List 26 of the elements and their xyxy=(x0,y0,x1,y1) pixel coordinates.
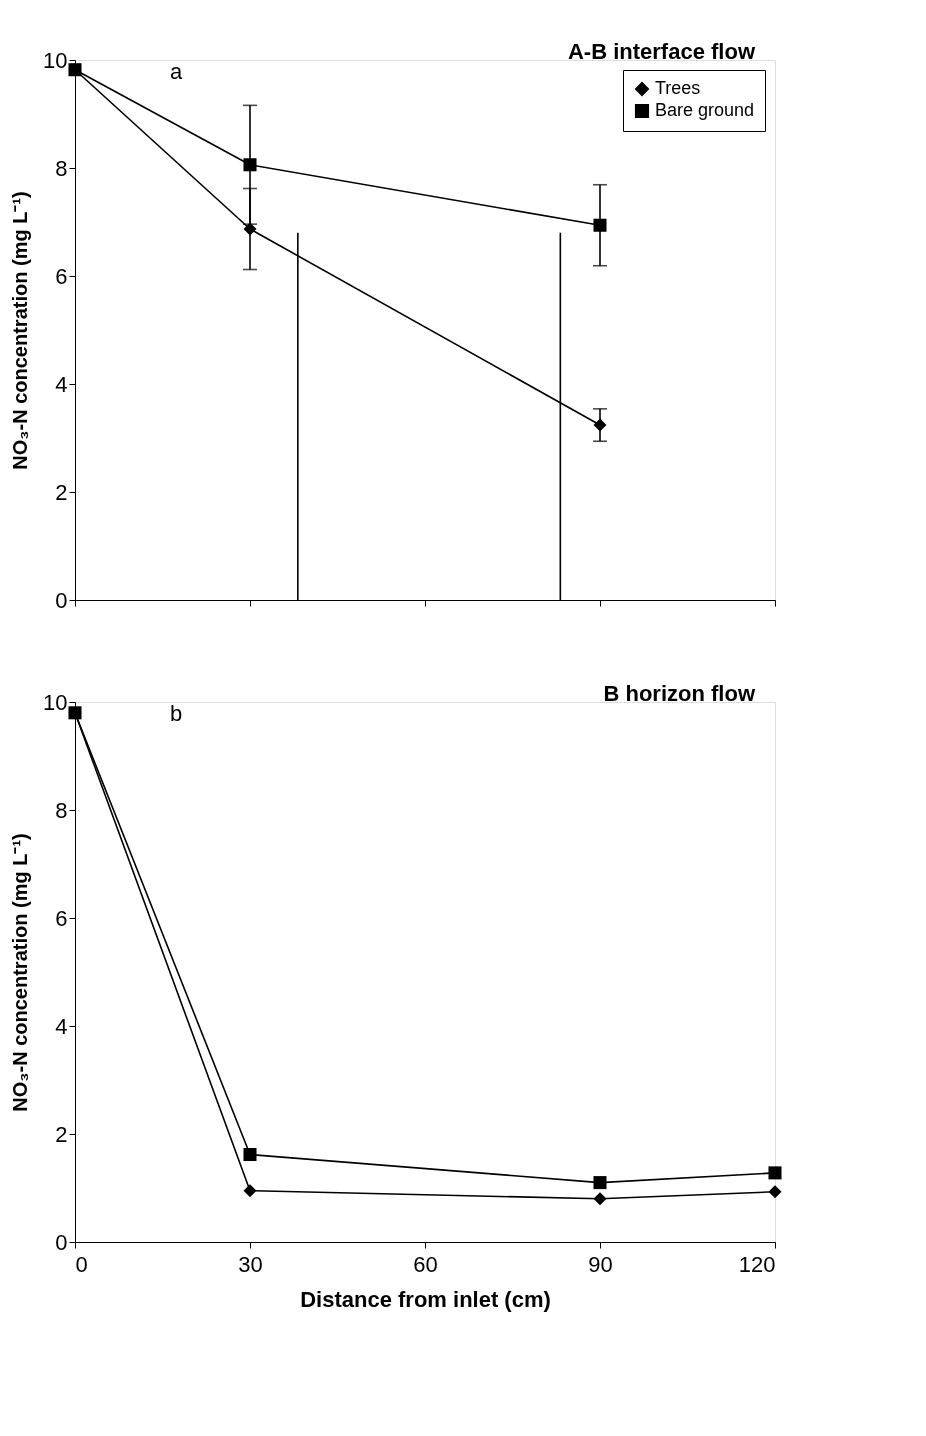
y-tick-label: 8 xyxy=(55,797,68,823)
x-tick-label: 60 xyxy=(413,1251,438,1277)
y-tick-label: 0 xyxy=(55,587,68,613)
y-tick-label: 10 xyxy=(43,47,68,73)
y-tick-label: 4 xyxy=(55,371,68,397)
y-axis-title: NO₃-N concentration (mg L⁻¹) xyxy=(9,191,32,470)
y-tick-label: 0 xyxy=(55,1229,68,1255)
y-tick-label: 8 xyxy=(55,155,68,181)
y-tick-label: 6 xyxy=(55,905,68,931)
y-axis-title: NO₃-N concentration (mg L⁻¹) xyxy=(9,833,32,1112)
y-tick-label: 10 xyxy=(43,689,68,715)
legend-label: Bare ground xyxy=(655,100,755,120)
x-tick-label: 0 xyxy=(75,1251,88,1277)
x-tick-label: 30 xyxy=(238,1251,263,1277)
y-tick-label: 2 xyxy=(55,479,68,505)
y-tick-label: 2 xyxy=(55,1121,68,1147)
y-tick-label: 4 xyxy=(55,1013,68,1039)
legend-label: Trees xyxy=(655,78,701,98)
annotation: b xyxy=(170,701,183,726)
chart-title: A-B interface flow xyxy=(567,39,756,64)
chart-title: B horizon flow xyxy=(603,681,756,706)
x-axis-title: Distance from inlet (cm) xyxy=(300,1286,551,1312)
x-tick-label: 120 xyxy=(738,1251,776,1277)
annotation: a xyxy=(170,59,183,84)
y-tick-label: 6 xyxy=(55,263,68,289)
x-tick-label: 90 xyxy=(588,1251,613,1277)
